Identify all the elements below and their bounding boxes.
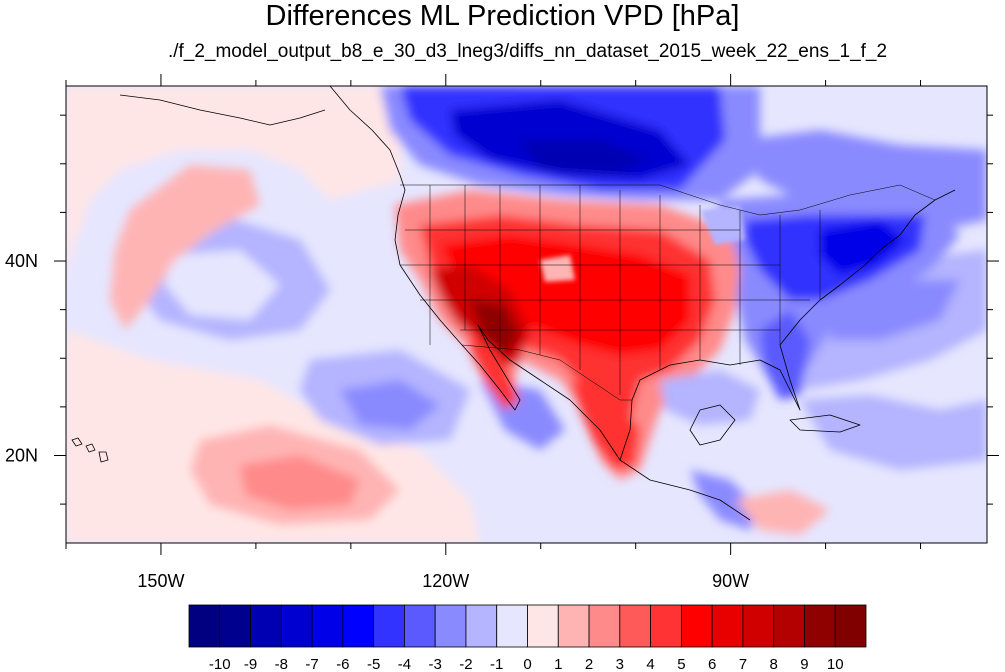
colorbar-level-label: 0 (523, 656, 531, 672)
map-ticks (54, 74, 999, 555)
colorbar-swatch (342, 604, 375, 648)
field-local-negative-great-lakes (700, 205, 745, 245)
colorbar-swatch (404, 604, 436, 648)
field-ocean-positive-southwest-core (240, 455, 360, 510)
colorbar-swatch (188, 604, 221, 648)
field-central-america-positive (735, 490, 830, 535)
colorbar-swatch (219, 604, 251, 648)
coastline-alaska-panhandle (119, 94, 326, 126)
field-baja-positive (470, 330, 520, 410)
map-state-borders (400, 184, 936, 401)
lon-tick-label: 150W (137, 571, 184, 591)
coastline-atlantic (779, 189, 956, 346)
field-canada-negative-peak (520, 140, 650, 175)
colorbar-swatch (742, 604, 775, 648)
chart-title: Differences ML Prediction VPD [hPa] (265, 0, 740, 32)
colorbar-level-label: -4 (398, 656, 411, 672)
field-ocean-negative-south-inner (340, 380, 440, 430)
colorbar-labels: -10 -9 -8 -7 -6 -5 -4 -3 -2 -1 0 1 2 3 4 5 6 7 8 9 10 (209, 656, 844, 672)
field-local-mild-spot (540, 255, 575, 282)
colorbar-level-label: 10 (827, 656, 844, 672)
field-mexico-positive (570, 380, 640, 470)
colorbar-level-label: -2 (459, 656, 472, 672)
colorbar-swatch (680, 604, 713, 648)
field-ocean-weak-positive (66, 86, 400, 300)
colorbar-level-label: 1 (554, 656, 562, 672)
lat-tick-label: 40N (5, 251, 38, 271)
colorbar-swatch (773, 604, 805, 648)
field-southwest-positive-peak (470, 300, 520, 355)
lon-tick-label: 90W (712, 571, 749, 591)
colorbar-swatch (588, 604, 621, 648)
colorbar-level-label: 6 (708, 656, 716, 672)
field-eastern-us-negative-core (820, 220, 905, 275)
colorbar-level-label: 9 (800, 656, 808, 672)
border-us-mexico (461, 344, 632, 401)
colorbar-level-label: 7 (739, 656, 747, 672)
chart-subtitle: ./f_2_model_output_b8_e_30_d3_lneg3/diff… (167, 41, 888, 62)
colorbar-level-label: 4 (646, 656, 654, 672)
coastline-hawaii (71, 437, 109, 463)
colorbar-swatch (527, 604, 559, 648)
borders-states-grid (400, 185, 821, 395)
colorbar-level-label: 2 (585, 656, 593, 672)
colorbar-level-label: -8 (275, 656, 288, 672)
colorbar-swatch (804, 604, 836, 648)
colorbar-swatch (465, 604, 498, 648)
colorbar-level-label: -3 (429, 656, 442, 672)
lon-tick-label: 120W (422, 571, 469, 591)
colorbar-swatch (619, 604, 651, 648)
border-us-canada (400, 184, 936, 216)
colorbar-swatch (373, 604, 405, 648)
colorbar-swatch (496, 604, 528, 648)
colorbar-level-label: 3 (616, 656, 624, 672)
colorbar-level-label: 8 (770, 656, 778, 672)
field-canada-east-negative (740, 130, 987, 230)
colorbar (188, 604, 867, 648)
colorbar-swatch (557, 604, 590, 648)
colorbar-level-label: -1 (490, 656, 503, 672)
field-ocean-positive-northwest (110, 165, 260, 330)
colorbar-swatch (711, 604, 744, 648)
colorbar-swatch (250, 604, 282, 648)
coastline-cuba (789, 414, 861, 433)
field-southeast-negative (760, 310, 810, 400)
map-frame (65, 85, 988, 544)
field-ocean-negative-west-inner (165, 250, 280, 320)
colorbar-swatch (650, 604, 682, 648)
map-axis-labels: 150W 120W 90W 40N 20N (5, 251, 749, 591)
colorbar-level-label: -10 (209, 656, 231, 672)
lat-tick-label: 20N (5, 445, 38, 465)
vpd-difference-field (66, 86, 987, 543)
field-caribbean-negative (800, 395, 987, 470)
colorbar-swatch (280, 604, 313, 648)
colorbar-level-label: -5 (367, 656, 380, 672)
colorbar-swatch (311, 604, 344, 648)
colorbar-level-label: -9 (244, 656, 257, 672)
colorbar-swatch (434, 604, 467, 648)
colorbar-level-label: -7 (305, 656, 318, 672)
coastline-yucatan (689, 404, 736, 446)
colorbar-level-label: -6 (336, 656, 349, 672)
colorbar-level-label: 5 (677, 656, 685, 672)
field-gulf-negative (660, 370, 760, 425)
colorbar-swatch (834, 604, 867, 648)
